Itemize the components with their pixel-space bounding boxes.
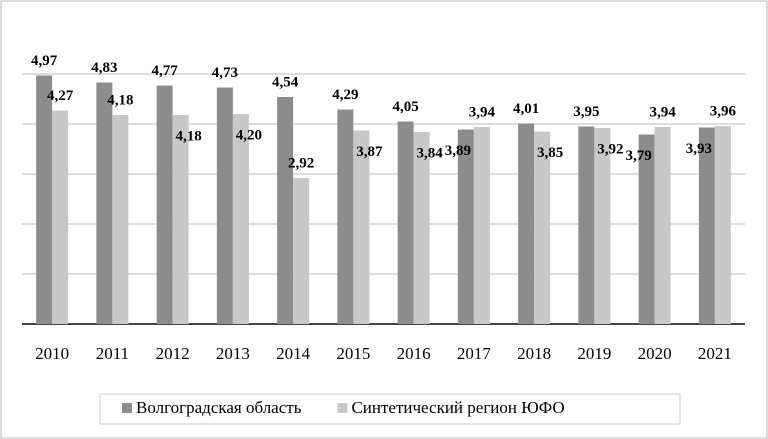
value-label: 4,54 [272, 74, 299, 90]
bar [156, 85, 173, 324]
x-tick-label: 2011 [96, 344, 129, 363]
value-label: 4,20 [236, 127, 262, 143]
bar [397, 121, 414, 324]
value-label: 3,89 [445, 143, 471, 159]
value-label: 4,05 [393, 99, 419, 115]
legend-label: Синтетический регион ЮФО [351, 398, 564, 417]
value-label: 4,29 [332, 87, 358, 103]
bar [534, 131, 551, 324]
value-label: 4,73 [212, 65, 238, 81]
x-tick-label: 2010 [35, 344, 69, 363]
value-label: 2,92 [288, 155, 314, 171]
value-label: 3,95 [573, 104, 599, 120]
bar [172, 115, 189, 324]
bar [518, 123, 535, 324]
value-label: 3,93 [686, 141, 712, 157]
bar [413, 132, 430, 324]
bar [277, 97, 294, 324]
bar [654, 127, 671, 324]
legend-swatch [337, 403, 348, 413]
value-label: 4,83 [91, 60, 117, 76]
bar [698, 127, 715, 324]
bar [293, 178, 310, 324]
bar [578, 126, 595, 324]
x-tick-label: 2020 [638, 344, 672, 363]
bar [353, 130, 370, 324]
value-label: 4,18 [176, 128, 202, 144]
value-label: 4,01 [513, 101, 539, 117]
bar [232, 114, 249, 324]
bar [638, 134, 655, 324]
value-label: 3,87 [356, 144, 383, 160]
x-tick-label: 2015 [336, 344, 370, 363]
bar [36, 75, 53, 324]
bar [337, 109, 354, 324]
legend-swatch [122, 403, 132, 413]
bar [216, 87, 233, 324]
value-label: 3,96 [710, 103, 737, 119]
x-tick-label: 2016 [397, 344, 431, 363]
bar [96, 82, 113, 324]
value-label: 3,85 [537, 145, 563, 161]
value-label: 3,79 [626, 148, 652, 164]
x-tick-label: 2018 [517, 344, 551, 363]
x-tick-label: 2012 [156, 344, 190, 363]
bar [52, 110, 69, 324]
value-label: 4,97 [31, 53, 58, 69]
x-tick-label: 2013 [216, 344, 250, 363]
value-label: 3,94 [650, 104, 677, 120]
legend-box [99, 393, 681, 425]
bar [112, 115, 129, 324]
x-tick-label: 2021 [698, 344, 732, 363]
value-label: 4,18 [107, 92, 133, 108]
value-label: 4,27 [47, 88, 74, 104]
bar [457, 129, 474, 324]
value-label: 3,94 [469, 104, 496, 120]
value-label: 4,77 [152, 63, 179, 79]
x-tick-label: 2019 [577, 344, 611, 363]
x-tick-label: 2014 [276, 344, 311, 363]
bar [594, 128, 611, 324]
bar [473, 127, 490, 324]
bar [714, 126, 731, 324]
value-label: 3,92 [597, 141, 623, 157]
legend-label: Волгоградская область [136, 398, 302, 417]
value-label: 3,84 [417, 145, 444, 161]
x-tick-label: 2017 [457, 344, 492, 363]
